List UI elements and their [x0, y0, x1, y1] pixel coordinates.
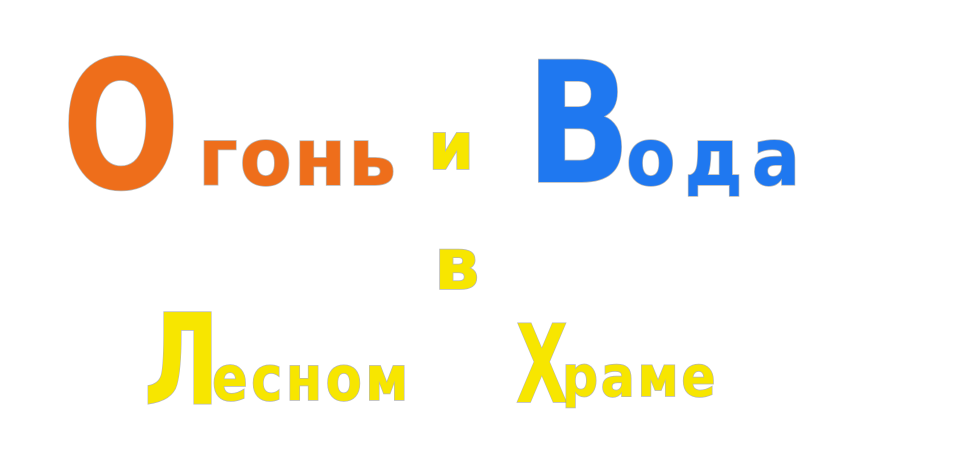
title-word-fire-rest: гонь — [197, 111, 399, 204]
title-word-water-rest: ода — [625, 111, 810, 204]
title-word-forest-rest: есном — [211, 342, 412, 415]
title-word-water-initial: В — [525, 26, 632, 222]
title-word-temple-rest: раме — [561, 345, 719, 410]
title-word-temple-initial: Х — [516, 303, 569, 428]
title-word-fire-initial: О — [61, 23, 181, 230]
title-word-and: и — [427, 108, 475, 185]
title-word-in: в — [433, 222, 480, 306]
title-word-forest-initial: Л — [143, 287, 220, 434]
